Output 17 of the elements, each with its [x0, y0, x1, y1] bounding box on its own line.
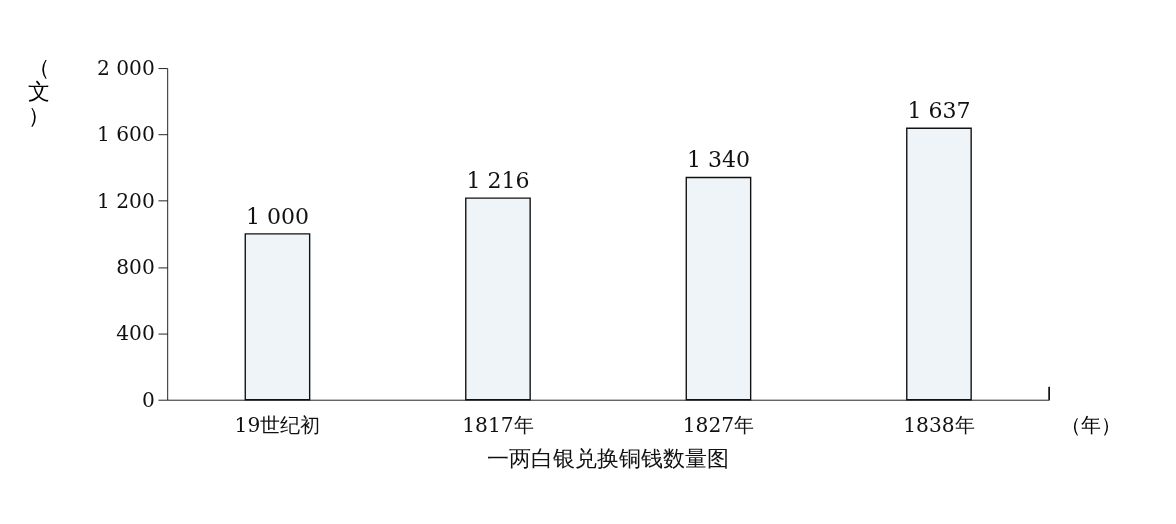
y-tick-label: 2 000 [96, 55, 155, 80]
y-tick-label: 1 200 [96, 188, 155, 213]
data-label: 1 340 [686, 147, 751, 173]
data-label: 1 000 [245, 203, 310, 229]
y-axis-title: （文） [28, 54, 51, 128]
y-tick-label: 400 [116, 321, 155, 346]
x-tick-label: 1838年 [903, 413, 975, 438]
x-tick-label: 19世纪初 [234, 413, 321, 438]
x-axis-title: （年） [1061, 413, 1122, 438]
x-tick-label: 1827年 [682, 413, 755, 438]
x-tick-label: 1817年 [462, 413, 534, 438]
y-tick-label: 800 [116, 254, 155, 279]
y-tick-label: 0 [141, 387, 155, 412]
data-label: 1 216 [466, 168, 530, 193]
y-tick-label: 1 600 [96, 122, 155, 147]
text: 一两白银兑换铜钱数量图 [487, 445, 730, 471]
data-label: 1 637 [907, 98, 971, 124]
